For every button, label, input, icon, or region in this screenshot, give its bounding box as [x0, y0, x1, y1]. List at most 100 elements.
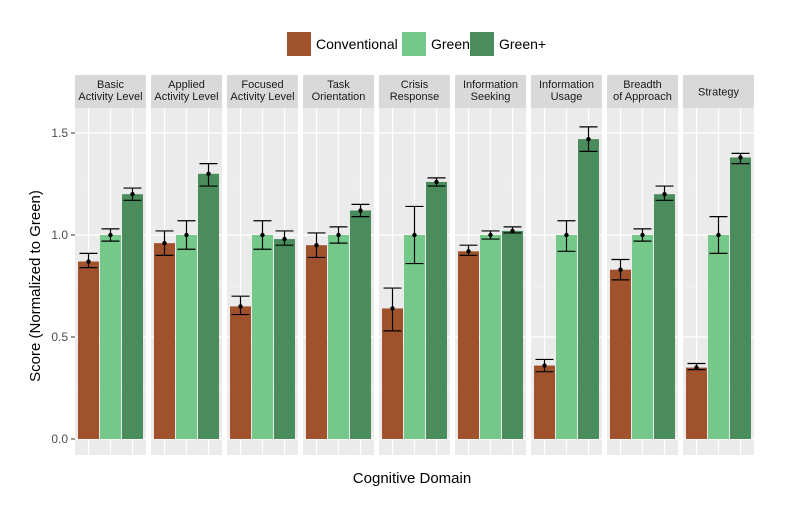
facet-strip	[75, 75, 146, 108]
mean-point	[586, 136, 591, 142]
facet-strip	[151, 75, 222, 108]
mean-point	[130, 192, 135, 197]
y-tick-label: 1.5	[51, 126, 68, 140]
facet-strip	[379, 75, 450, 108]
mean-point	[260, 232, 265, 238]
mean-point	[716, 232, 721, 238]
bar-conventional	[382, 308, 403, 439]
bar-conventional	[458, 251, 479, 439]
facet-strip-label: Usage	[551, 91, 583, 103]
x-axis-title: Cognitive Domain	[353, 470, 471, 487]
bar-conventional	[610, 269, 631, 439]
bar-conventional	[306, 245, 327, 439]
bar-conventional	[154, 243, 175, 439]
mean-point	[314, 243, 319, 248]
legend-swatch-green-plus	[470, 32, 494, 56]
legend-label: Green	[431, 36, 470, 52]
legend-swatch-green	[402, 32, 426, 56]
legend-label: Conventional	[316, 36, 398, 52]
bar-conventional	[534, 365, 555, 439]
mean-point	[184, 232, 189, 238]
bar-green	[556, 235, 577, 439]
facet-strip	[607, 75, 678, 108]
facet-strip-label: Crisis	[401, 79, 429, 91]
mean-point	[390, 306, 395, 311]
facet-strip	[531, 75, 602, 108]
bar-green-plus	[730, 157, 751, 440]
bar-green	[328, 235, 349, 439]
bar-green	[632, 235, 653, 439]
bar-green	[708, 235, 729, 439]
facet-strip-label: Applied	[168, 79, 205, 91]
facet-strip-label: Information	[539, 79, 594, 91]
facet-strip-label: Activity Level	[78, 91, 142, 103]
bar-green-plus	[654, 194, 675, 439]
bar-green-plus	[122, 194, 143, 439]
mean-point	[466, 249, 471, 254]
facet-strip-label: Information	[463, 79, 518, 91]
mean-point	[694, 365, 699, 370]
facet-strip-label: Strategy	[698, 87, 739, 99]
y-tick-label: 0.5	[51, 330, 68, 344]
facet-strip-label: Orientation	[312, 91, 366, 103]
mean-point	[282, 236, 287, 242]
y-tick-label: 0.0	[51, 432, 68, 446]
mean-point	[238, 304, 243, 309]
mean-point	[434, 179, 439, 185]
mean-point	[86, 259, 91, 264]
mean-point	[336, 232, 341, 238]
mean-point	[108, 232, 113, 238]
legend-swatch-conventional	[287, 32, 311, 56]
mean-point	[358, 208, 363, 213]
facet-strip-label: Activity Level	[154, 91, 218, 103]
y-tick-label: 1.0	[51, 228, 68, 242]
facet-strip-label: Task	[327, 79, 350, 91]
mean-point	[206, 171, 211, 176]
bar-green	[252, 235, 273, 439]
facet-strip-label: Activity Level	[230, 91, 294, 103]
facet-strip-label: of Approach	[613, 91, 672, 103]
bar-green	[404, 235, 425, 439]
bar-green-plus	[198, 173, 219, 440]
bar-green	[176, 235, 197, 439]
legend-label: Green+	[499, 36, 546, 52]
y-axis-title: Score (Normalized to Green)	[27, 190, 44, 382]
mean-point	[412, 232, 417, 238]
mean-point	[510, 228, 515, 234]
facet-strip	[303, 75, 374, 108]
facet-strip	[683, 75, 754, 108]
mean-point	[640, 232, 645, 238]
legend: Conventional Green Green+	[287, 32, 546, 56]
facet-strip-label: Focused	[241, 79, 283, 91]
mean-point	[662, 192, 667, 197]
bar-green-plus	[426, 181, 447, 439]
bar-conventional	[686, 367, 707, 439]
bar-conventional	[78, 261, 99, 439]
facet-strip-label: Response	[390, 91, 440, 103]
bar-green	[100, 235, 121, 439]
mean-point	[618, 267, 623, 272]
facet-strip-label: Breadth	[623, 79, 662, 91]
mean-point	[564, 232, 569, 238]
mean-point	[162, 240, 167, 246]
bar-green-plus	[502, 230, 523, 439]
bar-green-plus	[274, 239, 295, 439]
facet-panel-9: Strategy	[683, 75, 754, 455]
facet-strip	[455, 75, 526, 108]
facet-strip-label: Basic	[97, 79, 124, 91]
bar-green	[480, 235, 501, 439]
y-axis: 0.0 0.5 1.0 1.5	[51, 126, 75, 446]
bar-green-plus	[350, 210, 371, 439]
facet-strip	[227, 75, 298, 108]
facet-strip-label: Seeking	[471, 91, 511, 103]
bar-green-plus	[578, 139, 599, 439]
